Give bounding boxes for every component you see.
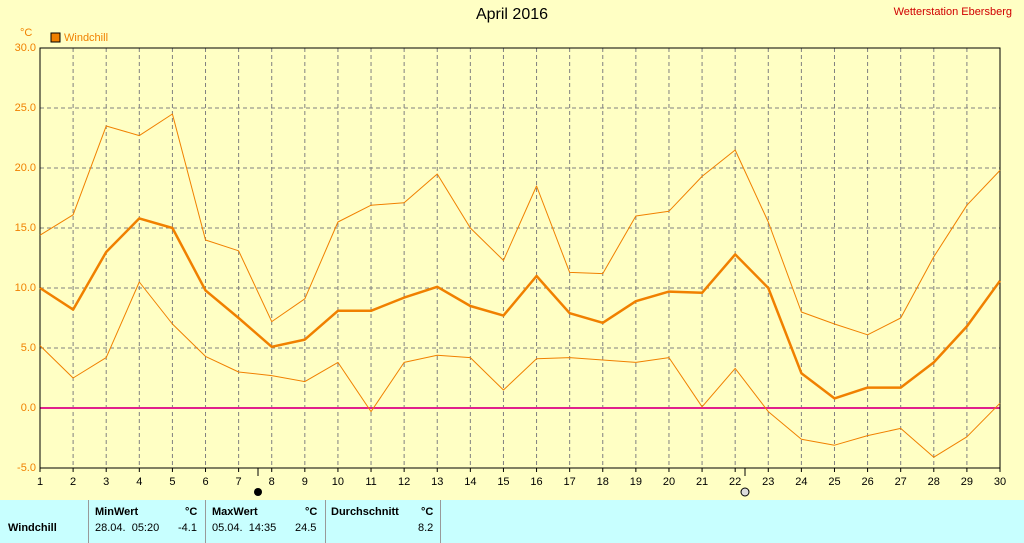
x-tick-label: 21 (696, 476, 708, 488)
y-tick-label: 30.0 (15, 42, 36, 54)
x-tick-label: 16 (530, 476, 542, 488)
header: °C (421, 506, 434, 518)
header: °C (185, 506, 198, 518)
series-line (39, 113, 1001, 336)
y-unit: °C (20, 27, 32, 39)
station-name: Wetterstation Ebersberg (894, 6, 1012, 18)
x-tick-label: 12 (398, 476, 410, 488)
y-tick-label: 0.0 (21, 402, 36, 414)
header: MinWert (95, 506, 139, 518)
x-tick-label: 30 (994, 476, 1006, 488)
x-tick-label: 2 (70, 476, 76, 488)
x-tick-label: 17 (564, 476, 576, 488)
y-tick-label: -5.0 (17, 462, 36, 474)
x-tick-label: 22 (729, 476, 741, 488)
x-tick-label: 28 (928, 476, 940, 488)
x-tick-label: 7 (236, 476, 242, 488)
x-tick-label: 13 (431, 476, 443, 488)
series-line (39, 281, 1001, 458)
row-label: Windchill (8, 522, 57, 534)
x-tick-label: 23 (762, 476, 774, 488)
y-tick-label: 5.0 (21, 342, 36, 354)
plot-area (40, 48, 1000, 468)
cell: 24.5 (295, 522, 317, 534)
x-tick-label: 19 (630, 476, 642, 488)
x-tick-label: 11 (365, 476, 376, 488)
x-tick-label: 24 (795, 476, 807, 488)
series-line (39, 217, 1002, 400)
moon-icon (740, 487, 750, 497)
x-tick-label: 27 (895, 476, 907, 488)
separator (325, 500, 326, 543)
cell: 28.04. 05:20 (95, 522, 160, 534)
legend-label: Windchill (64, 32, 108, 44)
x-tick-label: 20 (663, 476, 675, 488)
y-tick-label: 15.0 (15, 222, 36, 234)
cell: -4.1 (178, 522, 197, 534)
plot-frame (39, 47, 1001, 469)
x-tick-label: 1 (37, 476, 43, 488)
y-tick-label: 20.0 (15, 162, 36, 174)
x-tick-label: 8 (269, 476, 275, 488)
y-tick-label: 10.0 (15, 282, 36, 294)
moon-icon (254, 488, 262, 496)
y-tick-label: 25.0 (15, 102, 36, 114)
cell: 05.04. 14:35 (212, 522, 277, 534)
x-tick-label: 26 (861, 476, 873, 488)
header: MaxWert (212, 506, 258, 518)
x-tick-label: 18 (597, 476, 609, 488)
separator (88, 500, 89, 543)
x-tick-label: 10 (332, 476, 344, 488)
legend-swatch (50, 32, 61, 43)
x-tick-label: 6 (202, 476, 208, 488)
x-tick-label: 25 (828, 476, 840, 488)
x-tick-label: 14 (464, 476, 476, 488)
x-tick-label: 15 (497, 476, 509, 488)
summary-table: MinWert °C MaxWert °C Durchschnitt °C Wi… (0, 500, 1024, 543)
chart-title: April 2016 (476, 6, 548, 23)
x-tick-label: 4 (136, 476, 142, 488)
x-tick-label: 3 (103, 476, 109, 488)
chart: April 2016 Wetterstation Ebersberg °C Wi… (15, 6, 1012, 497)
x-tick-label: 5 (169, 476, 175, 488)
header: °C (305, 506, 318, 518)
x-tick-label: 9 (302, 476, 308, 488)
cell: 8.2 (418, 522, 434, 534)
x-tick-label: 29 (961, 476, 973, 488)
separator (440, 500, 441, 543)
separator (205, 500, 206, 543)
header: Durchschnitt (331, 506, 399, 518)
